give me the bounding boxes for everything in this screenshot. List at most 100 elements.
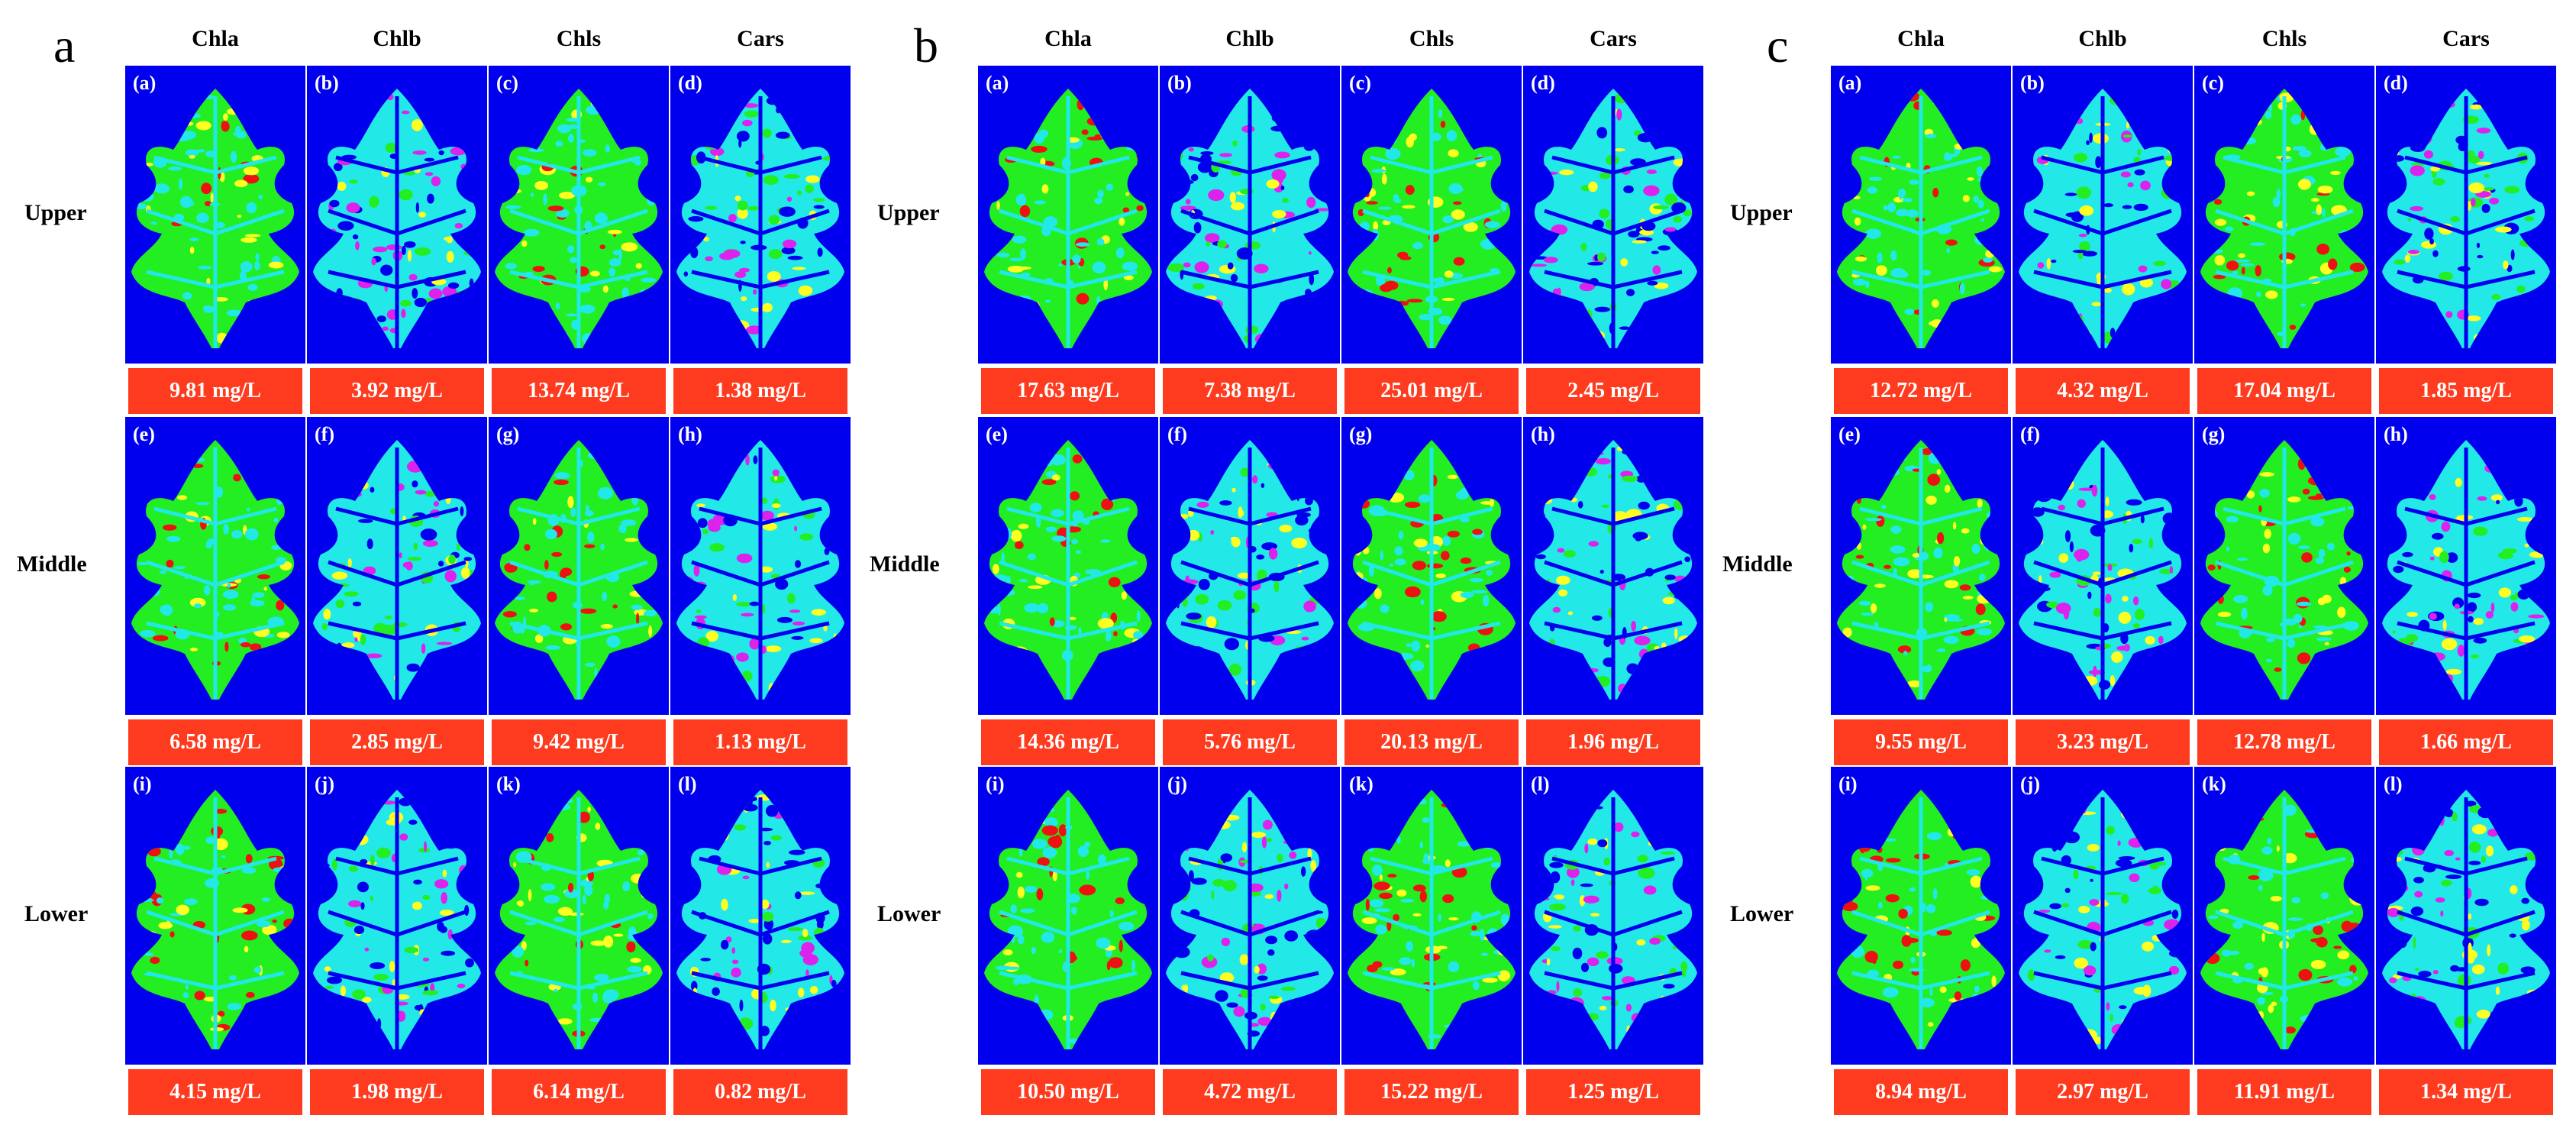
leaf-map-cell: (b) — [307, 66, 487, 364]
subpanel-label: (f) — [2020, 423, 2040, 445]
subpanel-label: (i) — [986, 773, 1005, 795]
leaf-map-image — [2019, 440, 2187, 700]
row-label: Lower — [877, 901, 941, 926]
subpanel-label: (a) — [1838, 72, 1862, 94]
concentration-value: 4.15 mg/L — [128, 1069, 302, 1115]
row-label: Lower — [24, 901, 89, 926]
figure-panel-a: a Chla Chlb Chls Cars Upper (a) 9.81 mg/L (b) 3.9… — [0, 0, 851, 1141]
column-header: Cars — [1590, 26, 1637, 51]
subpanel-label: (a) — [133, 72, 157, 94]
subpanel-label: (h) — [678, 423, 702, 445]
column-header: Chls — [1409, 26, 1454, 51]
subpanel-label: (h) — [1531, 423, 1555, 445]
subpanel-label: (j) — [2020, 773, 2040, 795]
concentration-value: 1.85 mg/L — [2379, 368, 2553, 414]
leaf-map-image — [676, 790, 844, 1049]
leaf-map-cell: (j) — [2013, 767, 2193, 1065]
leaf-map-image — [984, 790, 1152, 1049]
subpanel-label: (d) — [2384, 72, 2408, 94]
subpanel-label: (e) — [1838, 423, 1861, 445]
column-header: Chla — [1044, 26, 1092, 51]
row-label: Lower — [1730, 901, 1794, 926]
figure-panel-b: b Chla Chlb Chls Cars Upper (a) 17.63 mg/L (b) 7.… — [853, 0, 1703, 1141]
leaf-map-cell: (h) — [670, 417, 851, 715]
leaf-map-image — [1166, 790, 1334, 1049]
leaf-map-cell: (l) — [1523, 767, 1703, 1065]
leaf-map-cell: (e) — [125, 417, 305, 715]
subpanel-label: (j) — [1167, 773, 1187, 795]
leaf-map-image — [2019, 790, 2187, 1049]
concentration-value: 9.81 mg/L — [128, 368, 302, 414]
leaf-map-image — [131, 440, 299, 700]
leaf-map-image — [495, 89, 663, 348]
leaf-map-cell: (e) — [1831, 417, 2011, 715]
row-label: Upper — [1730, 200, 1793, 225]
leaf-map-image — [2200, 790, 2368, 1049]
column-header: Chlb — [2078, 26, 2127, 51]
column-header: Chla — [1897, 26, 1945, 51]
leaf-map-cell: (d) — [670, 66, 851, 364]
leaf-map-image — [1529, 790, 1697, 1049]
concentration-value: 4.32 mg/L — [2016, 368, 2190, 414]
concentration-value: 3.23 mg/L — [2016, 719, 2190, 765]
leaf-map-cell: (h) — [2376, 417, 2556, 715]
figure-panel-c: c Chla Chlb Chls Cars Upper (a) 12.72 mg/L (b) 4.… — [1706, 0, 2556, 1141]
concentration-value: 25.01 mg/L — [1344, 368, 1519, 414]
leaf-map-cell: (g) — [489, 417, 669, 715]
concentration-value: 1.13 mg/L — [673, 719, 847, 765]
leaf-map-image — [2200, 440, 2368, 700]
leaf-map-image — [676, 89, 844, 348]
subpanel-label: (g) — [1349, 423, 1373, 445]
concentration-value: 1.34 mg/L — [2379, 1069, 2553, 1115]
leaf-map-cell: (i) — [125, 767, 305, 1065]
concentration-value: 5.76 mg/L — [1163, 719, 1337, 765]
leaf-map-cell: (h) — [1523, 417, 1703, 715]
leaf-map-cell: (i) — [1831, 767, 2011, 1065]
leaf-map-image — [1837, 89, 2005, 348]
subpanel-label: (e) — [133, 423, 155, 445]
concentration-value: 2.97 mg/L — [2016, 1069, 2190, 1115]
leaf-map-image — [984, 440, 1152, 700]
concentration-value: 8.94 mg/L — [1834, 1069, 2008, 1115]
column-header: Cars — [737, 26, 784, 51]
concentration-value: 6.58 mg/L — [128, 719, 302, 765]
subpanel-label: (b) — [1167, 72, 1192, 94]
leaf-map-cell: (l) — [670, 767, 851, 1065]
leaf-map-cell: (d) — [1523, 66, 1703, 364]
concentration-value: 12.72 mg/L — [1834, 368, 2008, 414]
concentration-value: 1.96 mg/L — [1526, 719, 1700, 765]
subpanel-label: (g) — [496, 423, 520, 445]
concentration-value: 6.14 mg/L — [492, 1069, 666, 1115]
subpanel-label: (f) — [1167, 423, 1187, 445]
subpanel-label: (b) — [2020, 72, 2045, 94]
leaf-map-image — [313, 790, 481, 1049]
concentration-value: 15.22 mg/L — [1344, 1069, 1519, 1115]
leaf-map-image — [2382, 440, 2550, 700]
concentration-value: 12.78 mg/L — [2197, 719, 2371, 765]
leaf-map-cell: (k) — [489, 767, 669, 1065]
row-label: Middle — [17, 551, 87, 577]
subpanel-label: (g) — [2202, 423, 2226, 445]
concentration-value: 1.98 mg/L — [310, 1069, 484, 1115]
subpanel-label: (f) — [315, 423, 334, 445]
leaf-map-cell: (a) — [978, 66, 1158, 364]
panel-letter: b — [914, 18, 938, 73]
subpanel-label: (b) — [315, 72, 339, 94]
subpanel-label: (h) — [2384, 423, 2408, 445]
concentration-value: 3.92 mg/L — [310, 368, 484, 414]
leaf-map-cell: (k) — [2194, 767, 2374, 1065]
subpanel-label: (i) — [133, 773, 152, 795]
leaf-map-image — [1529, 440, 1697, 700]
leaf-map-cell: (d) — [2376, 66, 2556, 364]
concentration-value: 0.82 mg/L — [673, 1069, 847, 1115]
leaf-map-image — [1166, 440, 1334, 700]
leaf-map-image — [2382, 89, 2550, 348]
leaf-map-cell: (a) — [125, 66, 305, 364]
concentration-value: 17.63 mg/L — [981, 368, 1155, 414]
column-header: Chla — [192, 26, 239, 51]
leaf-map-image — [1837, 440, 2005, 700]
subpanel-label: (l) — [2384, 773, 2403, 795]
concentration-value: 1.66 mg/L — [2379, 719, 2553, 765]
leaf-map-image — [1348, 440, 1516, 700]
concentration-value: 9.55 mg/L — [1834, 719, 2008, 765]
